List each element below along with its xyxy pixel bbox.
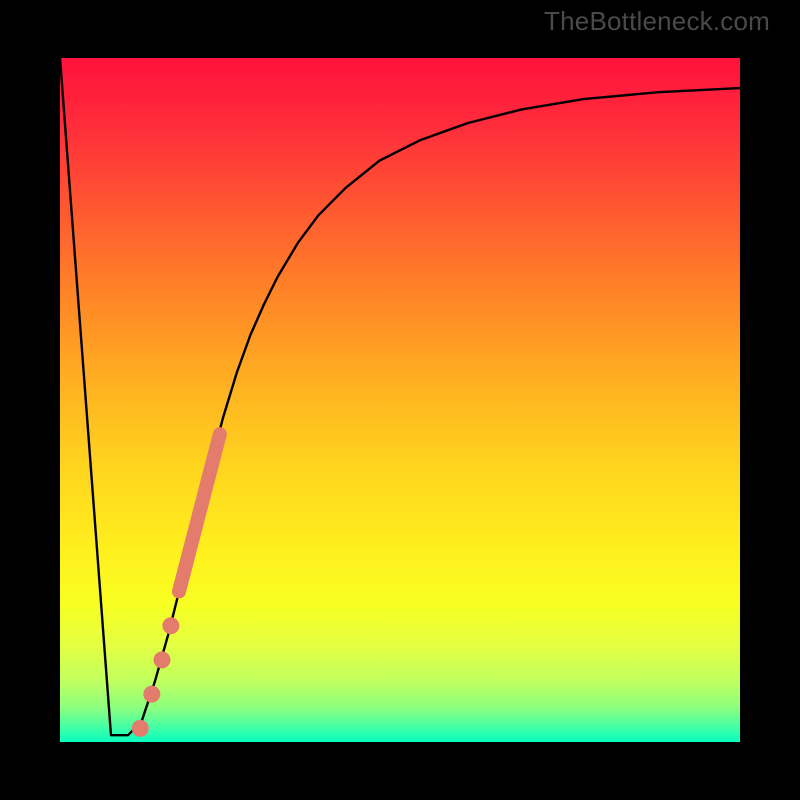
figure: TheBottleneck.com (0, 0, 800, 800)
highlight-dot (132, 720, 149, 737)
plot-background (60, 58, 740, 742)
watermark-text: TheBottleneck.com (544, 6, 770, 37)
highlight-dot (162, 617, 179, 634)
highlight-dot (154, 651, 171, 668)
highlight-dot (143, 686, 160, 703)
chart-svg (0, 0, 800, 800)
